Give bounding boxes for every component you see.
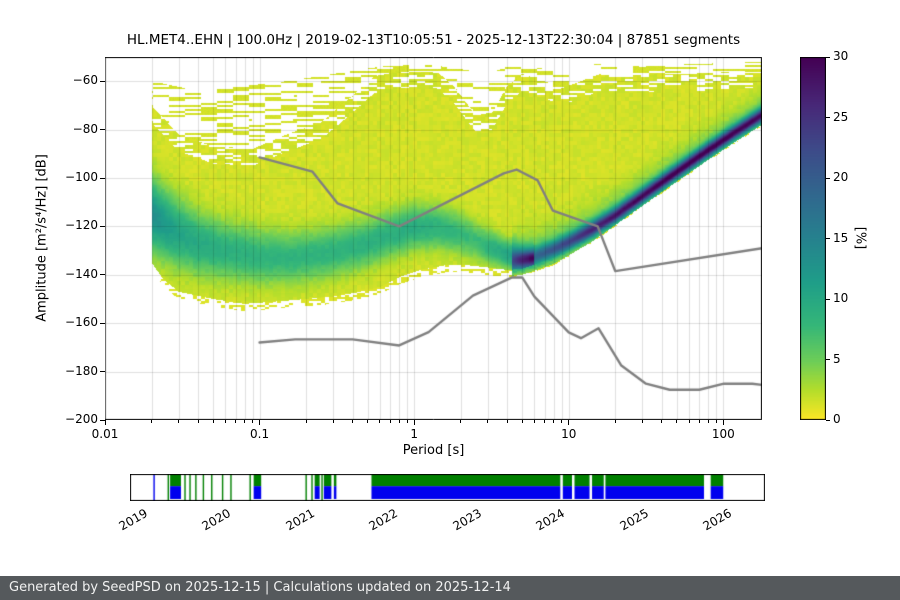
- y-tick-mark: [100, 419, 105, 421]
- x-tick-label: 10: [561, 427, 577, 441]
- x-minor-tick-mark: [224, 420, 226, 423]
- plot-title: HL.MET4..EHN | 100.0Hz | 2019-02-13T10:0…: [126, 32, 741, 48]
- y-tick-label: −180: [65, 363, 98, 378]
- x-minor-tick-mark: [688, 420, 690, 423]
- colorbar-label: [%]: [852, 226, 868, 250]
- y-tick-mark: [100, 274, 105, 276]
- x-minor-tick-mark: [406, 420, 408, 423]
- x-minor-tick-mark: [676, 420, 678, 423]
- colorbar-tick-label: 0: [833, 412, 841, 426]
- x-minor-tick-mark: [332, 420, 334, 423]
- colorbar-tick-label: 5: [833, 351, 841, 366]
- x-minor-tick-mark: [614, 420, 616, 423]
- colorbar-tick-label: 30: [833, 49, 849, 63]
- x-minor-tick-mark: [352, 420, 354, 423]
- y-tick-mark: [100, 129, 105, 131]
- timeline-year-label: 2023: [450, 506, 484, 534]
- x-minor-tick-mark: [235, 420, 237, 423]
- x-tick-mark: [413, 420, 415, 425]
- x-minor-tick-mark: [698, 420, 700, 423]
- y-tick-label: −80: [72, 121, 98, 136]
- y-tick-label: −60: [72, 73, 98, 88]
- x-minor-tick-mark: [641, 420, 643, 423]
- x-minor-tick-mark: [252, 420, 253, 423]
- y-tick-mark: [100, 371, 105, 373]
- x-minor-tick-mark: [553, 420, 555, 423]
- x-tick-label: 1: [410, 427, 418, 441]
- x-minor-tick-mark: [367, 420, 369, 423]
- colorbar-tick-label: 15: [833, 230, 849, 245]
- x-minor-tick-mark: [707, 420, 709, 423]
- y-tick-label: −100: [65, 170, 98, 184]
- y-tick-label: −140: [65, 266, 98, 281]
- y-tick-label: −200: [65, 412, 98, 426]
- footer-text: Generated by SeedPSD on 2025-12-15 | Cal…: [9, 580, 511, 595]
- x-tick-label: 0.1: [250, 427, 270, 441]
- colorbar-tick-label: 10: [833, 291, 849, 305]
- colorbar-tick-label: 20: [833, 170, 849, 184]
- x-minor-tick-mark: [561, 420, 563, 423]
- timeline-year-label: 2021: [283, 506, 317, 534]
- x-minor-tick-mark: [197, 420, 199, 423]
- x-tick-label: 0.01: [91, 427, 119, 441]
- x-minor-tick-mark: [487, 420, 489, 423]
- x-minor-tick-mark: [398, 420, 400, 423]
- x-minor-tick-mark: [661, 420, 663, 423]
- x-minor-tick-mark: [460, 420, 462, 423]
- y-tick-label: −160: [65, 315, 98, 330]
- x-minor-tick-mark: [379, 420, 381, 423]
- timeline-year-label: 2022: [366, 506, 401, 534]
- timeline-year-label: 2019: [116, 506, 150, 534]
- x-minor-tick-mark: [178, 420, 180, 423]
- x-tick-label: 100: [711, 427, 735, 441]
- colorbar-tick-mark: [826, 177, 830, 179]
- colorbar-tick-mark: [826, 298, 830, 300]
- footer-bar: Generated by SeedPSD on 2025-12-15 | Cal…: [0, 576, 900, 600]
- y-tick-mark: [100, 322, 105, 324]
- y-tick-mark: [100, 177, 105, 179]
- x-tick-mark: [104, 420, 106, 425]
- x-tick-mark: [568, 420, 570, 425]
- y-tick-label: −120: [65, 218, 98, 233]
- x-minor-tick-mark: [544, 420, 546, 423]
- x-minor-tick-mark: [389, 420, 391, 423]
- ppsd-heatmap-canvas: [105, 57, 762, 420]
- colorbar-tick-mark: [826, 238, 830, 239]
- colorbar-tick-mark: [826, 419, 830, 421]
- x-minor-tick-mark: [533, 420, 535, 423]
- y-tick-mark: [100, 225, 105, 227]
- x-tick-mark: [722, 420, 724, 425]
- x-minor-tick-mark: [305, 420, 307, 423]
- timeline-year-label: 2024: [533, 506, 568, 534]
- x-minor-tick-mark: [212, 420, 214, 423]
- x-minor-tick-mark: [715, 420, 717, 423]
- colorbar-tick-label: 25: [833, 109, 849, 124]
- x-minor-tick-mark: [521, 420, 523, 423]
- colorbar-tick-mark: [826, 359, 830, 360]
- x-tick-mark: [259, 420, 261, 425]
- colorbar-tick-mark: [826, 117, 830, 118]
- timeline-year-label: 2026: [700, 506, 735, 534]
- timeline-year-label: 2025: [617, 506, 651, 534]
- x-minor-tick-mark: [506, 420, 508, 423]
- x-minor-tick-mark: [151, 420, 153, 423]
- timeline-canvas: [130, 474, 765, 501]
- colorbar-canvas: [800, 57, 826, 420]
- timeline-year-label: 2020: [199, 506, 234, 534]
- x-minor-tick-mark: [244, 420, 246, 423]
- y-tick-mark: [100, 80, 105, 82]
- x-axis-label: Period [s]: [402, 443, 465, 458]
- colorbar-tick-mark: [826, 56, 830, 58]
